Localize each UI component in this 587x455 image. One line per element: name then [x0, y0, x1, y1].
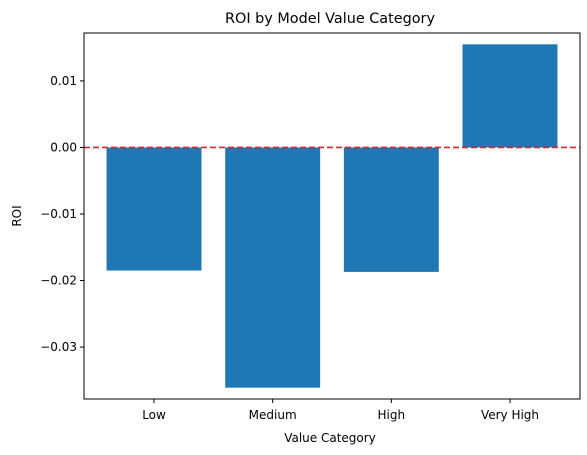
- y-tick-label: −0.02: [40, 274, 77, 288]
- bar-low: [106, 147, 202, 271]
- y-tick-label: 0.00: [50, 140, 77, 154]
- bar-very-high: [462, 44, 558, 148]
- bar-high: [343, 147, 439, 272]
- y-tick-label: 0.01: [50, 74, 77, 88]
- x-tick-label: Medium: [249, 408, 297, 422]
- y-tick-label: −0.03: [40, 340, 77, 354]
- x-tick-label: Very High: [481, 408, 539, 422]
- y-axis: 0.01 0.00 −0.01 −0.02 −0.03: [40, 74, 84, 354]
- x-tick-label: Low: [142, 408, 166, 422]
- chart-title: ROI by Model Value Category: [225, 11, 435, 27]
- bars-group: [106, 44, 558, 388]
- plot-frame: [83, 32, 581, 400]
- x-tick-label: High: [378, 408, 406, 422]
- y-tick-label: −0.01: [40, 207, 77, 221]
- x-axis: Low Medium High Very High: [142, 399, 539, 422]
- x-axis-label: Value Category: [284, 431, 376, 445]
- bar-medium: [225, 147, 321, 388]
- y-axis-label: ROI: [10, 205, 24, 226]
